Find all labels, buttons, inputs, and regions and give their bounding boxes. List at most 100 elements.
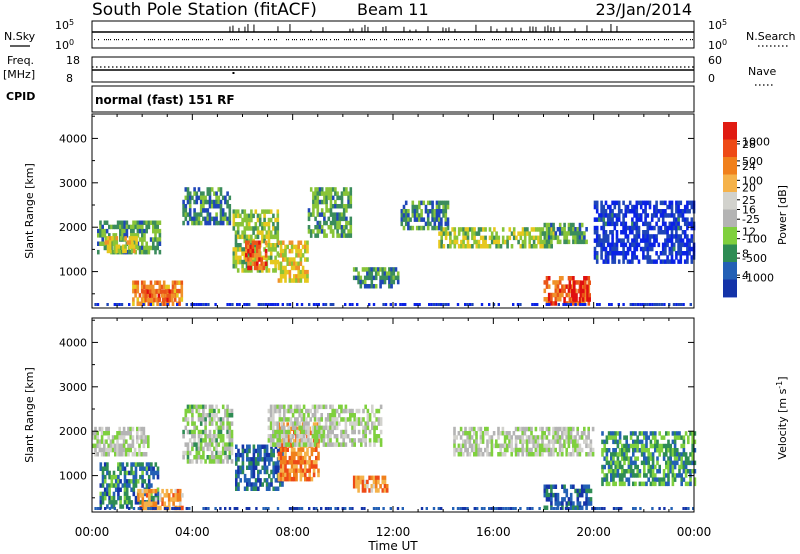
heatmap-cell xyxy=(525,426,529,432)
heatmap-cell xyxy=(344,404,348,410)
heatmap-cell xyxy=(642,246,645,252)
heatmap-cell xyxy=(340,404,343,410)
heatmap-cell xyxy=(342,191,346,196)
heatmap-cell xyxy=(431,213,434,218)
heatmap-cell xyxy=(191,459,194,464)
heatmap-cell xyxy=(595,238,599,243)
heatmap-cell xyxy=(349,413,352,418)
heatmap-cell xyxy=(236,226,240,231)
heatmap-cell xyxy=(252,486,256,491)
heatmap-cell xyxy=(268,452,271,458)
heatmap-cell xyxy=(556,505,560,510)
heatmap-cell xyxy=(431,204,434,210)
heatmap-cell xyxy=(523,244,527,249)
heatmap-cell xyxy=(188,199,192,205)
heatmap-cell xyxy=(178,297,181,302)
heatmap-cell xyxy=(338,225,342,230)
heatmap-cell xyxy=(149,280,153,285)
heatmap-cell xyxy=(150,495,153,501)
heatmap-cell xyxy=(178,507,181,510)
heatmap-cell xyxy=(208,216,212,222)
heatmap-cell xyxy=(371,425,374,431)
heatmap-cell xyxy=(333,408,337,414)
heatmap-cell xyxy=(587,452,590,457)
colorbar-tick-label: 12 xyxy=(742,225,756,238)
heatmap-cell xyxy=(254,448,258,454)
heatmap-cell xyxy=(174,488,178,494)
heatmap-cell xyxy=(545,227,549,232)
heatmap-cell xyxy=(272,268,275,273)
heatmap-cell xyxy=(625,435,628,440)
heatmap-cell xyxy=(651,435,655,440)
heatmap-cell xyxy=(293,468,296,473)
heatmap-cell xyxy=(547,497,551,502)
heatmap-cell xyxy=(637,259,641,264)
heatmap-cell xyxy=(106,491,109,497)
heatmap-cell xyxy=(296,404,299,410)
heatmap-cell xyxy=(470,426,474,432)
heatmap-cell xyxy=(283,425,286,431)
heatmap-cell xyxy=(639,507,642,510)
heatmap-cell xyxy=(265,230,269,235)
heatmap-cell xyxy=(567,497,571,502)
heatmap-cell xyxy=(517,452,520,457)
heatmap-cell xyxy=(267,222,271,227)
heatmap-cell xyxy=(157,297,161,303)
heatmap-cell xyxy=(617,213,621,218)
nsearch-dot xyxy=(186,39,187,41)
heatmap-cell xyxy=(243,478,247,483)
heatmap-cell xyxy=(304,278,307,283)
heatmap-cell xyxy=(351,303,354,306)
nsearch-dot xyxy=(98,39,99,41)
nsearch-dot xyxy=(194,39,195,41)
heatmap-cell xyxy=(331,413,334,418)
heatmap-cell xyxy=(567,303,570,306)
heatmap-cell xyxy=(226,191,229,196)
heatmap-cell xyxy=(420,200,423,206)
nsearch-dot xyxy=(372,39,373,41)
heatmap-cell xyxy=(136,297,140,302)
heatmap-cell xyxy=(270,448,273,454)
heatmap-cell xyxy=(108,224,111,230)
nsearch-dot xyxy=(628,39,629,41)
heatmap-cell xyxy=(547,227,551,232)
heatmap-cell xyxy=(364,438,367,443)
heatmap-cell xyxy=(265,222,269,227)
heatmap-cell xyxy=(623,473,626,478)
heatmap-cell xyxy=(569,484,573,489)
heatmap-cell xyxy=(402,213,406,218)
heatmap-cell xyxy=(156,500,160,505)
heatmap-cell xyxy=(612,477,615,482)
heatmap-cell xyxy=(554,284,558,289)
heatmap-cell xyxy=(683,221,687,227)
heatmap-cell xyxy=(138,435,141,440)
heatmap-cell xyxy=(299,269,303,275)
heatmap-cell xyxy=(567,426,571,432)
heatmap-cell xyxy=(234,251,238,256)
heatmap-cell xyxy=(285,417,288,422)
heatmap-cell xyxy=(336,507,340,510)
heatmap-cell xyxy=(679,200,683,206)
nsearch-dot xyxy=(672,39,673,41)
heatmap-cell xyxy=(643,473,646,478)
heatmap-cell xyxy=(317,303,320,306)
heatmap-cell xyxy=(284,278,287,283)
heatmap-cell xyxy=(508,227,512,232)
heatmap-cell xyxy=(329,208,333,213)
heatmap-cell xyxy=(602,221,606,227)
heatmap-cell xyxy=(243,259,247,265)
heatmap-cell xyxy=(344,429,348,435)
heatmap-cell xyxy=(219,438,223,443)
nsearch-dot xyxy=(610,39,611,41)
heatmap-cell xyxy=(125,452,128,457)
nsearch-dot xyxy=(648,39,649,41)
heatmap-cell xyxy=(347,199,350,205)
heatmap-cell xyxy=(650,242,654,248)
heatmap-cell xyxy=(210,404,214,410)
heatmap-cell xyxy=(327,208,331,213)
heatmap-cell xyxy=(215,434,218,439)
power-heatmap xyxy=(94,187,696,306)
heatmap-cell xyxy=(610,303,613,306)
heatmap-cell xyxy=(297,261,300,266)
